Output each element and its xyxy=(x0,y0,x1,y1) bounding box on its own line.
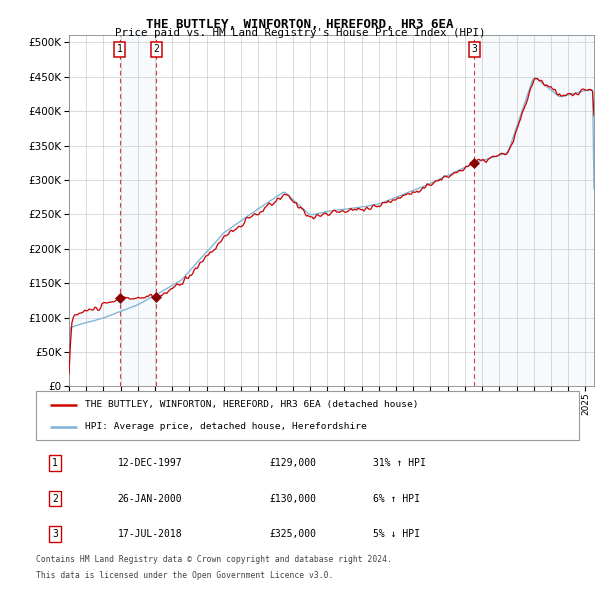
Text: 6% ↑ HPI: 6% ↑ HPI xyxy=(373,494,419,503)
Text: 31% ↑ HPI: 31% ↑ HPI xyxy=(373,458,425,468)
Text: 5% ↓ HPI: 5% ↓ HPI xyxy=(373,529,419,539)
Text: 3: 3 xyxy=(471,44,477,54)
Text: This data is licensed under the Open Government Licence v3.0.: This data is licensed under the Open Gov… xyxy=(36,571,334,580)
Text: £129,000: £129,000 xyxy=(269,458,316,468)
Text: Contains HM Land Registry data © Crown copyright and database right 2024.: Contains HM Land Registry data © Crown c… xyxy=(36,555,392,563)
Text: 1: 1 xyxy=(117,44,123,54)
Text: HPI: Average price, detached house, Herefordshire: HPI: Average price, detached house, Here… xyxy=(85,422,367,431)
Bar xyxy=(474,35,600,386)
Text: THE BUTTLEY, WINFORTON, HEREFORD, HR3 6EA (detached house): THE BUTTLEY, WINFORTON, HEREFORD, HR3 6E… xyxy=(85,400,418,409)
Text: 3: 3 xyxy=(52,529,58,539)
Text: Price paid vs. HM Land Registry's House Price Index (HPI): Price paid vs. HM Land Registry's House … xyxy=(115,28,485,38)
Text: 12-DEC-1997: 12-DEC-1997 xyxy=(118,458,182,468)
Text: 2: 2 xyxy=(154,44,159,54)
Text: 26-JAN-2000: 26-JAN-2000 xyxy=(118,494,182,503)
Text: 2: 2 xyxy=(52,494,58,503)
Text: £130,000: £130,000 xyxy=(269,494,316,503)
Text: £325,000: £325,000 xyxy=(269,529,316,539)
Bar xyxy=(120,35,156,386)
Text: THE BUTTLEY, WINFORTON, HEREFORD, HR3 6EA: THE BUTTLEY, WINFORTON, HEREFORD, HR3 6E… xyxy=(146,18,454,31)
Text: 1: 1 xyxy=(52,458,58,468)
Text: 17-JUL-2018: 17-JUL-2018 xyxy=(118,529,182,539)
